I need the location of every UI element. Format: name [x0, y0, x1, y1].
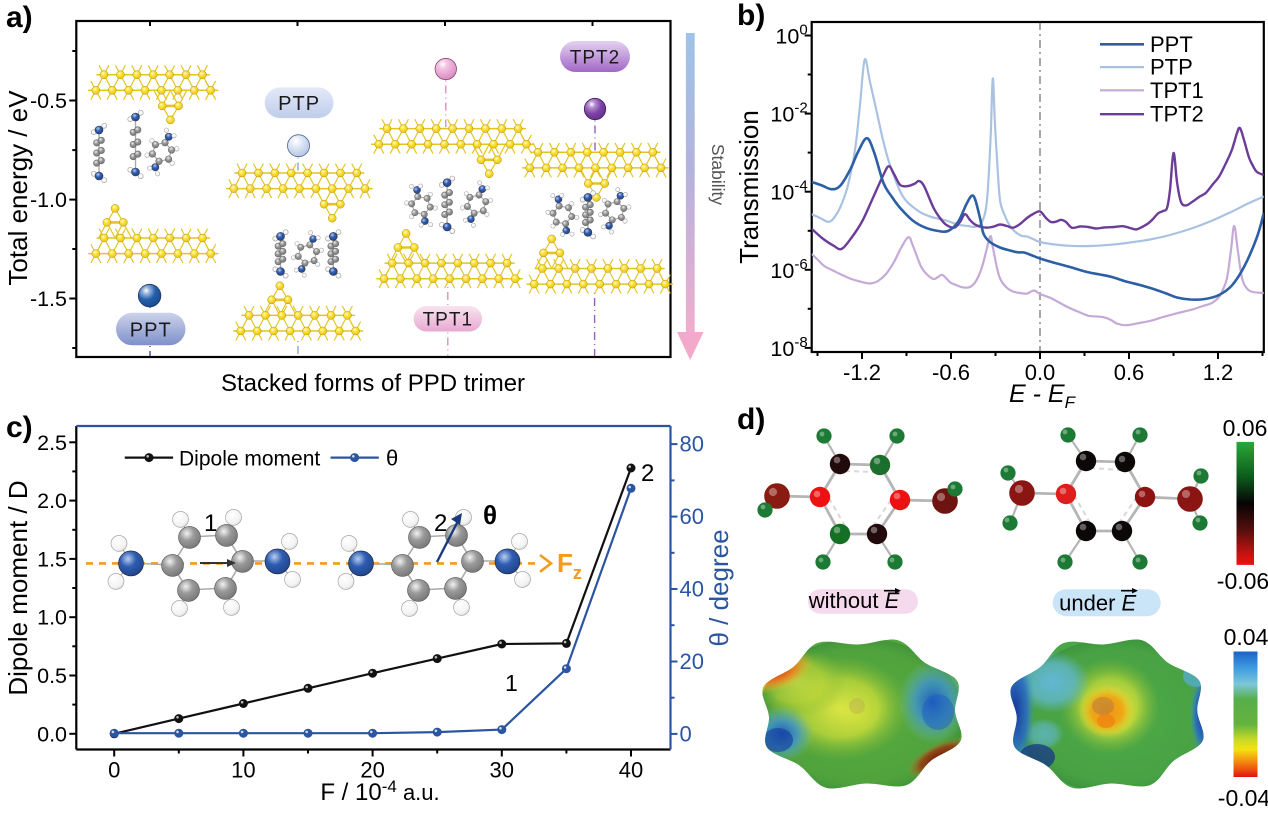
- svg-text:Stacked forms of PPD trimer: Stacked forms of PPD trimer: [221, 370, 525, 397]
- svg-text:θ: θ: [483, 500, 497, 530]
- svg-text:-0.6: -0.6: [932, 360, 970, 385]
- svg-text:PTP: PTP: [278, 93, 320, 115]
- svg-text:1: 1: [204, 510, 217, 537]
- svg-text:-0.5: -0.5: [30, 89, 67, 113]
- svg-text:20: 20: [360, 758, 384, 783]
- svg-text:0.0: 0.0: [1025, 360, 1056, 385]
- svg-text:10-8: 10-8: [770, 334, 807, 361]
- svg-text:1.0: 1.0: [37, 606, 67, 630]
- svg-text:TPT2: TPT2: [1150, 102, 1204, 127]
- svg-text:0: 0: [108, 758, 120, 783]
- svg-text:TPT1: TPT1: [423, 310, 473, 331]
- svg-text:Total energy / eV: Total energy / eV: [3, 90, 33, 286]
- svg-text:-0.06: -0.06: [1217, 568, 1268, 594]
- svg-text:Dipole moment / D: Dipole moment / D: [3, 480, 33, 695]
- svg-text:80: 80: [680, 432, 704, 457]
- svg-text:-1.5: -1.5: [30, 287, 67, 311]
- svg-text:2.0: 2.0: [37, 489, 67, 513]
- svg-text:θ / degree: θ / degree: [704, 529, 734, 646]
- svg-text:0.6: 0.6: [1114, 360, 1145, 385]
- svg-text:2: 2: [641, 460, 654, 487]
- svg-text:20: 20: [680, 649, 704, 674]
- svg-text:-0.04: -0.04: [1218, 785, 1268, 811]
- svg-text:under E: under E: [1059, 591, 1136, 616]
- svg-text:30: 30: [490, 758, 514, 783]
- svg-text:1.2: 1.2: [1203, 360, 1234, 385]
- svg-text:2.5: 2.5: [37, 431, 67, 455]
- svg-text:10: 10: [231, 758, 255, 783]
- svg-text:θ: θ: [386, 446, 398, 471]
- svg-text:1.5: 1.5: [37, 547, 67, 571]
- svg-text:-1.2: -1.2: [843, 360, 881, 385]
- svg-text:40: 40: [619, 758, 643, 783]
- svg-text:PPT: PPT: [1150, 32, 1193, 57]
- svg-text:without E: without E: [808, 588, 900, 613]
- svg-text:-1.0: -1.0: [30, 188, 67, 212]
- svg-text:Transmission: Transmission: [734, 110, 764, 264]
- svg-text:0.5: 0.5: [37, 664, 67, 688]
- svg-text:0: 0: [680, 721, 692, 746]
- svg-text:2: 2: [434, 510, 447, 537]
- svg-text:40: 40: [680, 577, 704, 602]
- svg-text:1: 1: [505, 670, 518, 696]
- svg-text:c): c): [6, 411, 33, 444]
- svg-text:b): b): [737, 0, 765, 32]
- svg-text:PTP: PTP: [1150, 55, 1193, 80]
- svg-text:F / 10-4 a.u.: F / 10-4 a.u.: [320, 777, 439, 806]
- svg-text:0.04: 0.04: [1224, 624, 1268, 650]
- svg-text:PPT: PPT: [130, 319, 172, 341]
- svg-text:Stability: Stability: [708, 144, 728, 206]
- svg-text:0.0: 0.0: [37, 722, 67, 746]
- svg-text:Dipole moment: Dipole moment: [179, 447, 320, 470]
- svg-text:TPT1: TPT1: [1150, 78, 1204, 103]
- svg-text:60: 60: [680, 504, 704, 529]
- svg-text:TPT2: TPT2: [570, 47, 620, 68]
- svg-text:10-4: 10-4: [770, 178, 807, 205]
- svg-text:a): a): [6, 1, 33, 34]
- svg-text:d): d): [737, 403, 765, 436]
- svg-text:0.06: 0.06: [1223, 415, 1268, 441]
